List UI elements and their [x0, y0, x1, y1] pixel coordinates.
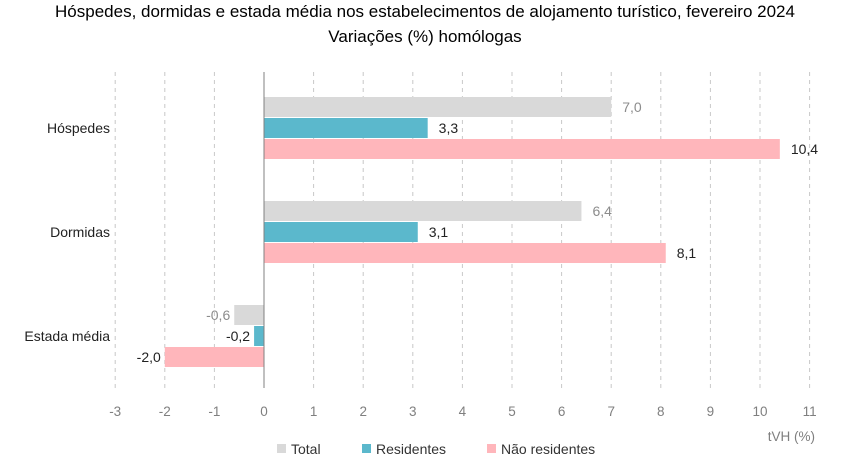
bar-total-dormidas — [264, 201, 582, 221]
grid — [114, 72, 811, 388]
legend-swatch-total — [277, 444, 286, 453]
bar-total-estada-media — [234, 305, 264, 325]
x-axis: -3 -2 -1 0 1 2 3 4 5 6 7 8 9 10 11 Hóspedes Dormidas Esta… — [24, 72, 817, 419]
data-label-total-hospedes: 7,0 — [622, 99, 642, 115]
data-label-residentes-dormidas: 3,1 — [429, 224, 449, 240]
legend-label-residentes: Residentes — [376, 441, 446, 457]
bar-residentes-hospedes — [264, 118, 428, 138]
data-label-nao-residentes-dormidas: 8,1 — [677, 245, 697, 261]
data-label-total-estada-media: -0,6 — [206, 307, 230, 323]
legend-label-total: Total — [291, 441, 321, 457]
x-tick-label: -2 — [159, 404, 171, 419]
x-tick-label: 6 — [558, 404, 566, 419]
bar-nao-residentes-estada-media — [164, 347, 264, 367]
legend: Total Residentes Não residentes — [277, 441, 595, 457]
data-label-nao-residentes-hospedes: 10,4 — [791, 141, 818, 157]
chart-title: Hóspedes, dormidas e estada média nos es… — [55, 2, 795, 21]
x-tick-label: -3 — [109, 404, 121, 419]
x-tick-label: -1 — [208, 404, 220, 419]
x-tick-label: 7 — [607, 404, 615, 419]
data-labels: 7,0 3,3 10,4 6,4 3,1 8,1 -0,6 -0,2 -2,0 — [137, 99, 819, 365]
x-tick-label: 4 — [459, 404, 467, 419]
bar-residentes-estada-media — [254, 326, 264, 346]
x-tick-label: 11 — [803, 404, 817, 419]
category-label-estada-media: Estada média — [24, 328, 110, 344]
x-tick-label: 8 — [657, 404, 665, 419]
legend-swatch-residentes — [362, 444, 371, 453]
bar-residentes-dormidas — [264, 222, 418, 242]
data-label-residentes-hospedes: 3,3 — [439, 120, 459, 136]
x-tick-label: 0 — [260, 404, 268, 419]
bar-nao-residentes-hospedes — [264, 139, 780, 159]
data-label-total-dormidas: 6,4 — [592, 203, 612, 219]
x-tick-label: 10 — [752, 404, 767, 419]
chart-subtitle: Variações (%) homólogas — [328, 27, 521, 46]
bar-nao-residentes-dormidas — [264, 243, 666, 263]
x-tick-label: 3 — [409, 404, 417, 419]
legend-label-nao-residentes: Não residentes — [501, 441, 595, 457]
x-axis-unit-label: tVH (%) — [768, 429, 815, 444]
plot-area — [164, 97, 780, 367]
x-tick-label: 5 — [508, 404, 516, 419]
x-tick-label: 1 — [310, 404, 318, 419]
category-label-hospedes: Hóspedes — [47, 120, 110, 136]
x-tick-label: 2 — [359, 404, 367, 419]
data-label-residentes-estada-media: -0,2 — [226, 328, 250, 344]
x-tick-label: 9 — [707, 404, 715, 419]
bar-total-hospedes — [264, 97, 612, 117]
category-label-dormidas: Dormidas — [50, 224, 110, 240]
legend-swatch-nao-residentes — [487, 444, 496, 453]
data-label-nao-residentes-estada-media: -2,0 — [137, 349, 161, 365]
